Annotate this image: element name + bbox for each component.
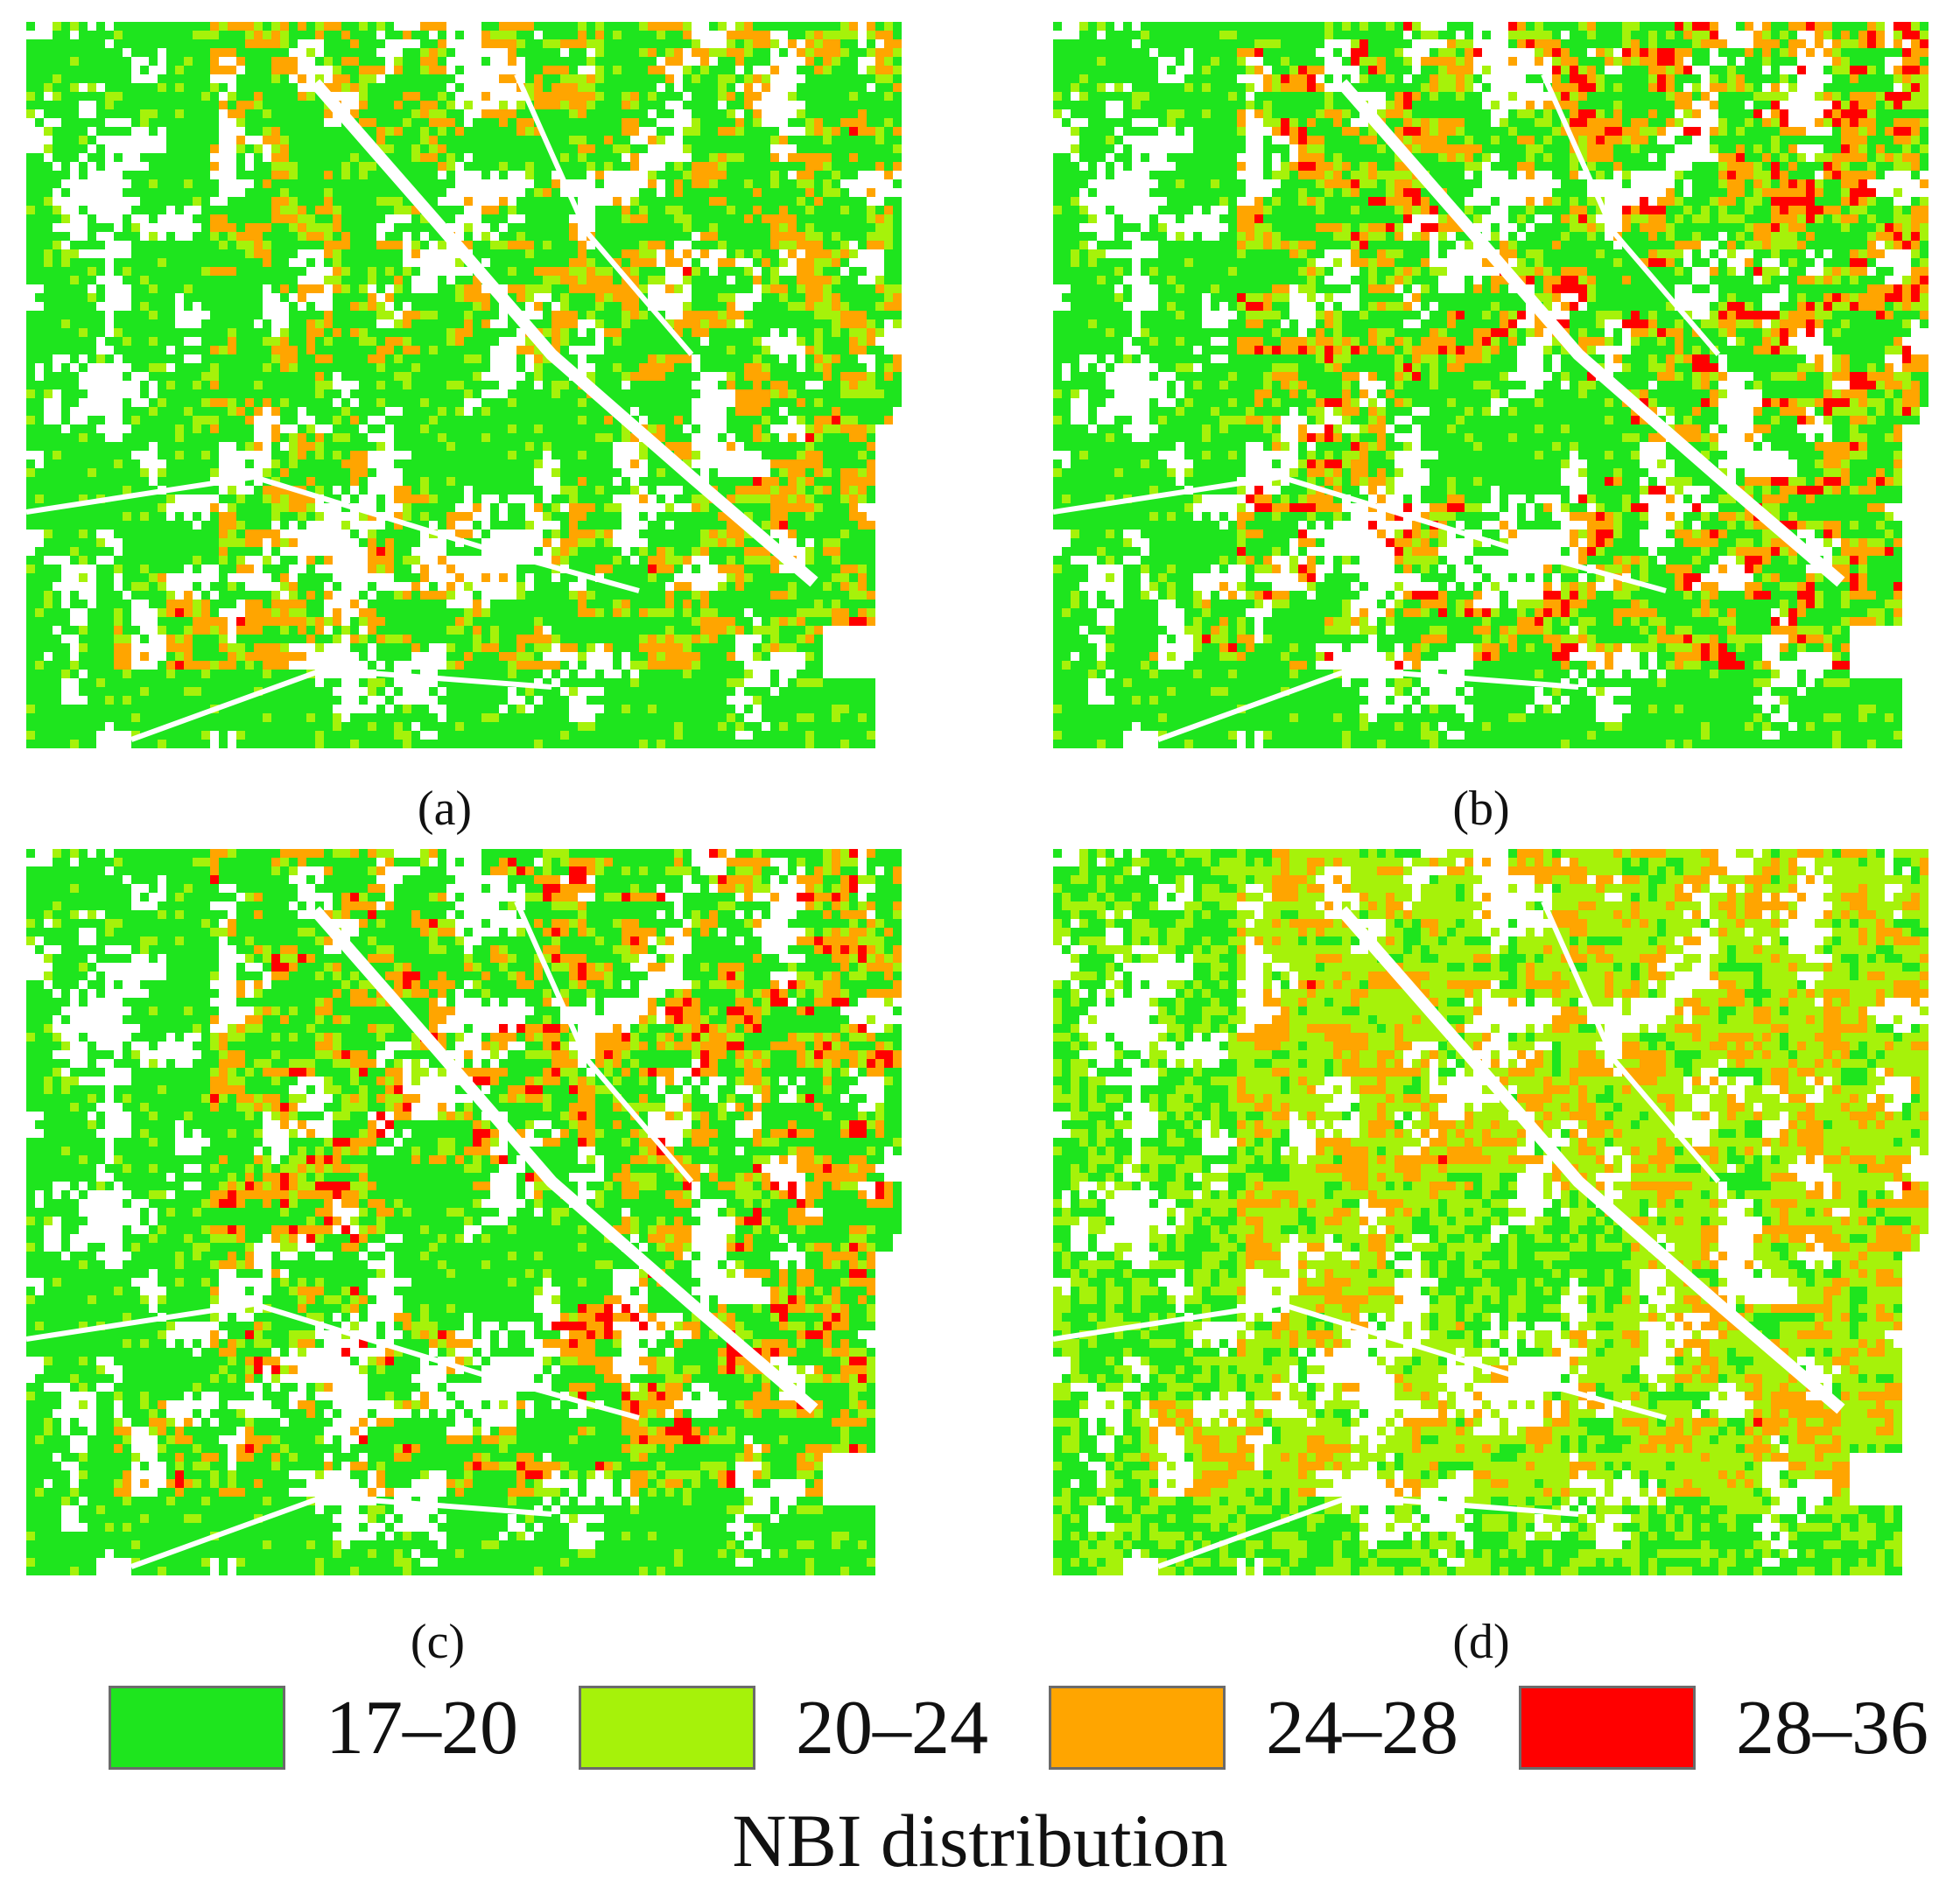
panel-caption-a: (a) bbox=[357, 782, 532, 835]
map-panel-d bbox=[1053, 849, 1928, 1575]
raster-cells-b bbox=[1053, 22, 1928, 748]
legend-swatch-28-36 bbox=[1519, 1686, 1696, 1770]
legend-label-28-36: 28–36 bbox=[1736, 1689, 1928, 1768]
panel-caption-c: (c) bbox=[350, 1616, 525, 1668]
legend-label-20-24: 20–24 bbox=[796, 1689, 988, 1768]
legend-swatch-24-28 bbox=[1049, 1686, 1226, 1770]
map-panel-c bbox=[26, 849, 902, 1575]
legend-swatch-20-24 bbox=[579, 1686, 755, 1770]
map-raster-c bbox=[26, 849, 902, 1575]
panel-caption-b: (b) bbox=[1394, 782, 1569, 835]
map-raster-b bbox=[1053, 22, 1928, 748]
road-lines-b bbox=[1053, 73, 1845, 742]
road-lines-a bbox=[26, 73, 818, 742]
map-panel-a bbox=[26, 22, 902, 748]
legend-swatch-17-20 bbox=[109, 1686, 285, 1770]
road-lines-d bbox=[1053, 900, 1845, 1569]
raster-cells-a bbox=[26, 22, 902, 748]
legend-label-17-20: 17–20 bbox=[326, 1689, 518, 1768]
panel-caption-d: (d) bbox=[1394, 1616, 1569, 1668]
map-panel-b bbox=[1053, 22, 1928, 748]
road-lines-c bbox=[26, 900, 818, 1569]
legend: 17–20 20–24 24–28 28–36 bbox=[109, 1682, 1947, 1773]
legend-label-24-28: 24–28 bbox=[1266, 1689, 1458, 1768]
raster-cells-d bbox=[1053, 849, 1928, 1575]
map-raster-d bbox=[1053, 849, 1928, 1575]
map-raster-a bbox=[26, 22, 902, 748]
legend-title: NBI distribution bbox=[0, 1799, 1960, 1883]
raster-cells-c bbox=[26, 849, 902, 1575]
